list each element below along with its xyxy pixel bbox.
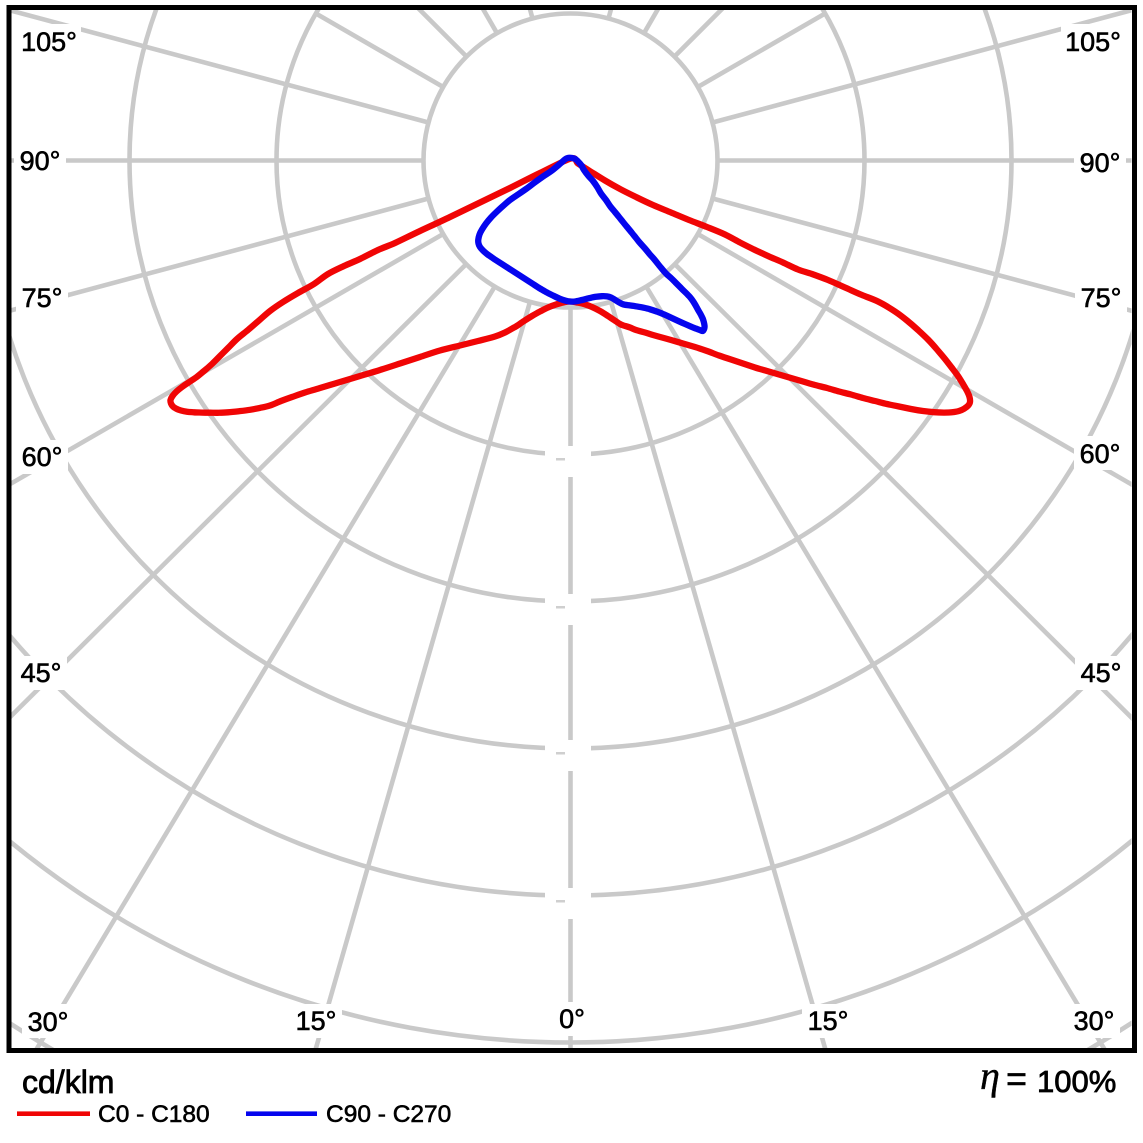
svg-text:cd/klm: cd/klm: [22, 1064, 114, 1100]
svg-text:45°: 45°: [1081, 658, 1122, 688]
svg-text:30°: 30°: [28, 1007, 69, 1037]
svg-text:45°: 45°: [21, 658, 62, 688]
svg-text:60°: 60°: [1080, 439, 1121, 469]
svg-text:=: =: [1006, 1058, 1027, 1099]
svg-text:30°: 30°: [1074, 1006, 1115, 1036]
svg-text:0°: 0°: [559, 1004, 585, 1034]
svg-text:60°: 60°: [22, 442, 63, 472]
svg-text:15°: 15°: [296, 1006, 337, 1036]
svg-text:C90 - C270: C90 - C270: [326, 1101, 451, 1128]
svg-text:90°: 90°: [1080, 148, 1121, 178]
svg-text:η: η: [980, 1053, 1000, 1098]
svg-text:15°: 15°: [808, 1006, 849, 1036]
svg-text:90°: 90°: [20, 146, 61, 176]
svg-text:105°: 105°: [1065, 27, 1121, 57]
svg-text:C0 - C180: C0 - C180: [98, 1101, 210, 1128]
svg-text:75°: 75°: [1081, 283, 1122, 313]
svg-text:100%: 100%: [1037, 1064, 1116, 1099]
svg-text:75°: 75°: [22, 283, 63, 313]
svg-text:105°: 105°: [21, 27, 77, 57]
